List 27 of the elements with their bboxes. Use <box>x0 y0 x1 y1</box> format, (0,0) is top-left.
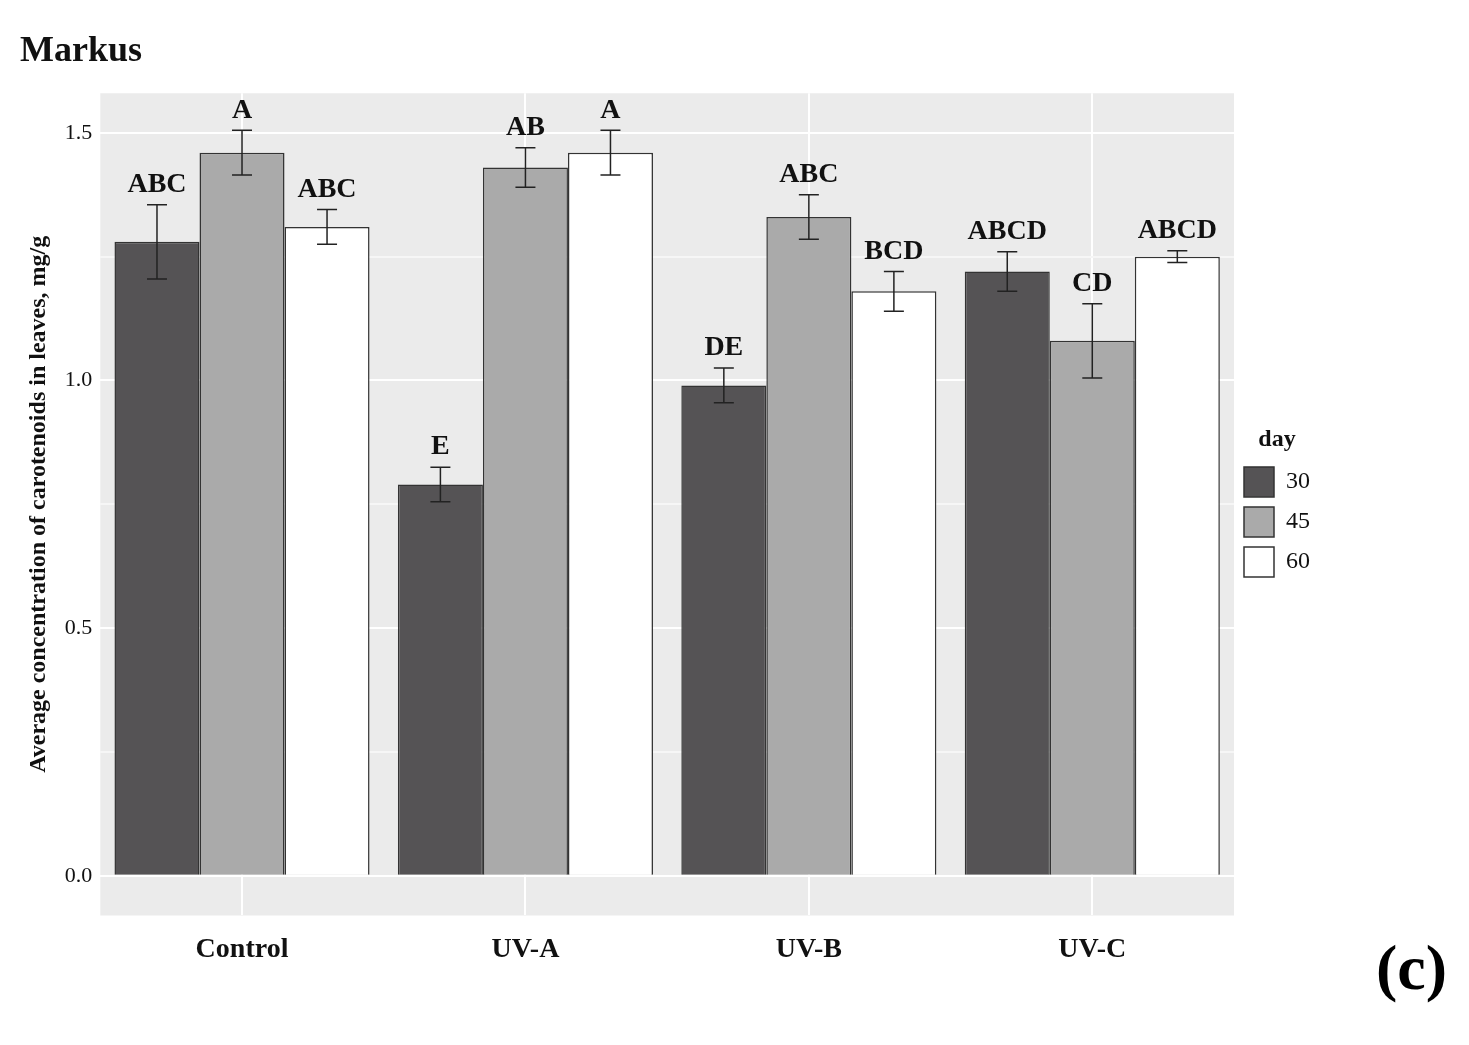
data-label: DE <box>704 330 744 362</box>
data-label: ABC <box>127 166 187 198</box>
data-label: E <box>431 429 450 461</box>
data-label: A <box>600 92 622 124</box>
data-label: ABCD <box>967 213 1047 245</box>
x-tick-label: UV-A <box>491 932 561 964</box>
data-label: ABC <box>297 171 357 203</box>
legend-label: 45 <box>1286 507 1310 534</box>
y-tick-label: 0.0 <box>64 861 93 887</box>
x-tick-label: UV-B <box>775 932 843 964</box>
data-label: BCD <box>864 233 924 265</box>
y-axis-title: Average concentration of carotenoids in leaves, mg/g <box>23 235 50 773</box>
y-tick-label: 0.5 <box>64 613 93 639</box>
y-tick-label: 1.5 <box>64 118 93 144</box>
data-label: A <box>231 92 253 124</box>
y-tick-label: 1.0 <box>64 366 93 392</box>
data-label: CD <box>1072 265 1113 297</box>
text: (c) <box>1375 931 1447 1005</box>
legend-label: 30 <box>1286 467 1310 494</box>
chart-title: Markus <box>20 28 143 69</box>
x-tick-label: UV-C <box>1058 932 1127 964</box>
data-label: AB <box>505 109 545 141</box>
x-tick-label: Control <box>195 932 289 964</box>
legend-label: 60 <box>1286 547 1310 574</box>
data-label: ABCD <box>1137 212 1217 244</box>
legend-title: day <box>1258 425 1296 452</box>
data-label: ABC <box>779 156 839 188</box>
